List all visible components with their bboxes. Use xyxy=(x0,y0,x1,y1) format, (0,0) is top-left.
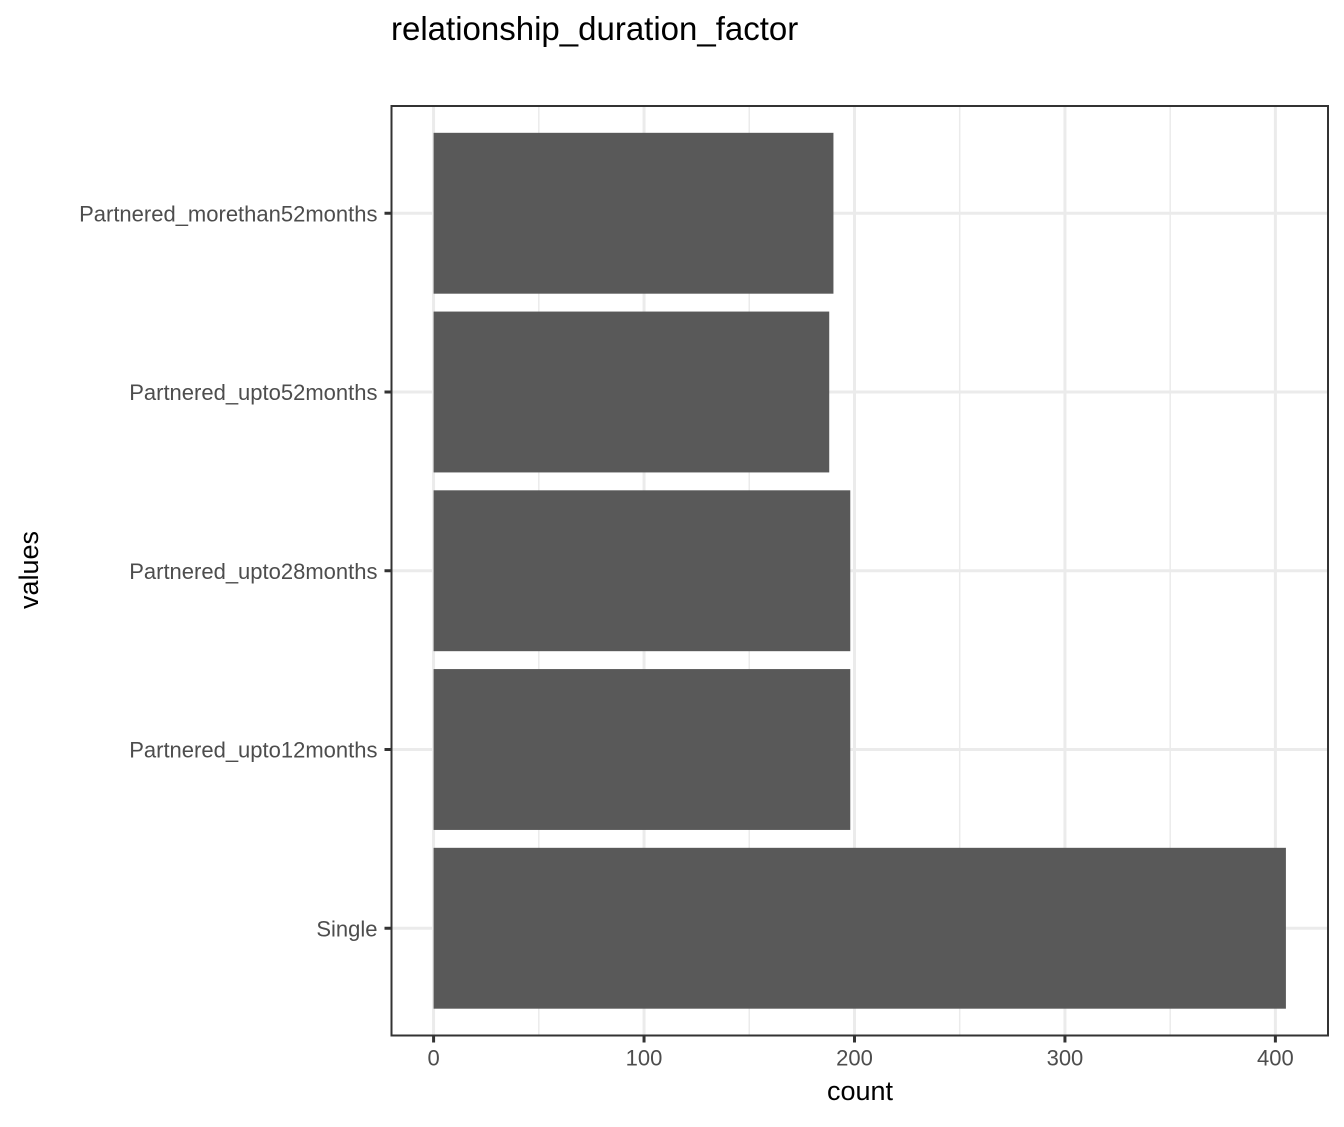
x-axis: 0 100 200 300 400 xyxy=(427,1035,1294,1071)
bar xyxy=(433,132,834,294)
bar xyxy=(433,490,851,652)
y-tick-label: Single xyxy=(316,916,377,941)
y-axis-title: values xyxy=(14,531,44,609)
y-tick-label: Partnered_morethan52months xyxy=(79,201,377,226)
y-axis: Partnered_morethan52months Partnered_upto… xyxy=(79,201,392,941)
y-tick-label: Partnered_upto52months xyxy=(129,380,377,405)
bar xyxy=(433,669,851,830)
x-tick-label: 300 xyxy=(1047,1046,1084,1071)
y-tick-label: Partnered_upto28months xyxy=(129,559,377,584)
bar xyxy=(433,847,1286,1009)
x-tick-label: 0 xyxy=(427,1046,439,1071)
x-tick-label: 400 xyxy=(1257,1046,1294,1071)
y-tick-label: Partnered_upto12months xyxy=(129,738,377,763)
x-tick-label: 100 xyxy=(626,1046,663,1071)
x-tick-label: 200 xyxy=(836,1046,873,1071)
bar xyxy=(433,311,830,473)
bar-layer xyxy=(433,132,1286,1009)
chart-title: relationship_duration_factor xyxy=(391,10,798,47)
x-axis-title: count xyxy=(827,1076,894,1106)
